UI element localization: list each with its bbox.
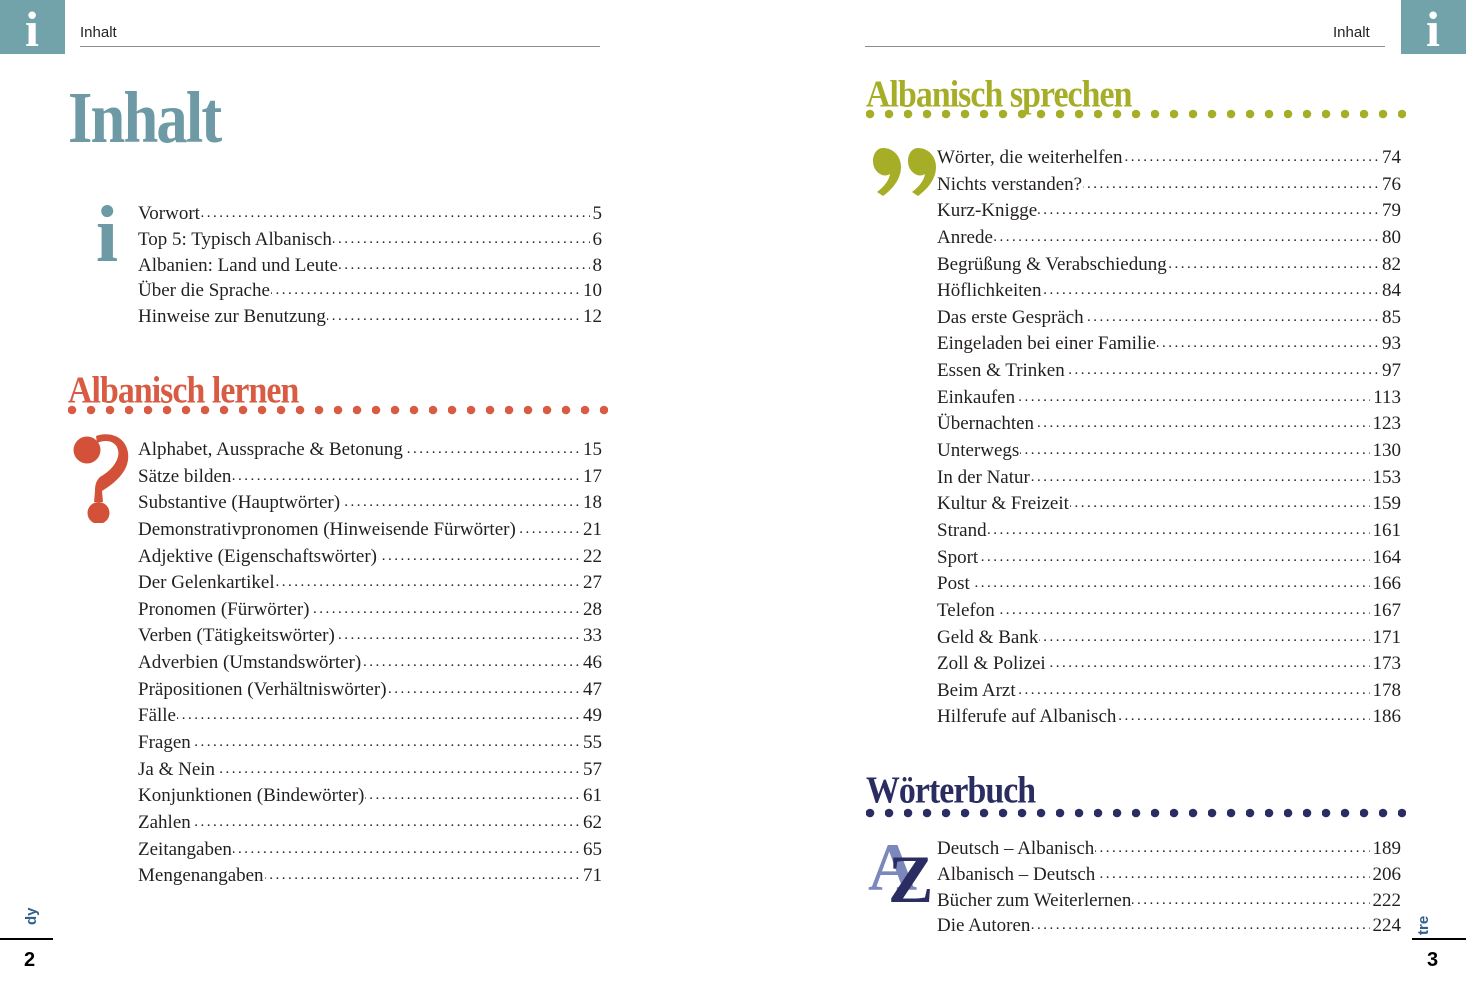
svg-text:i: i bbox=[25, 2, 39, 54]
svg-text:i: i bbox=[96, 193, 118, 271]
svg-text:i: i bbox=[1426, 2, 1440, 54]
svg-text:Z: Z bbox=[888, 841, 933, 907]
